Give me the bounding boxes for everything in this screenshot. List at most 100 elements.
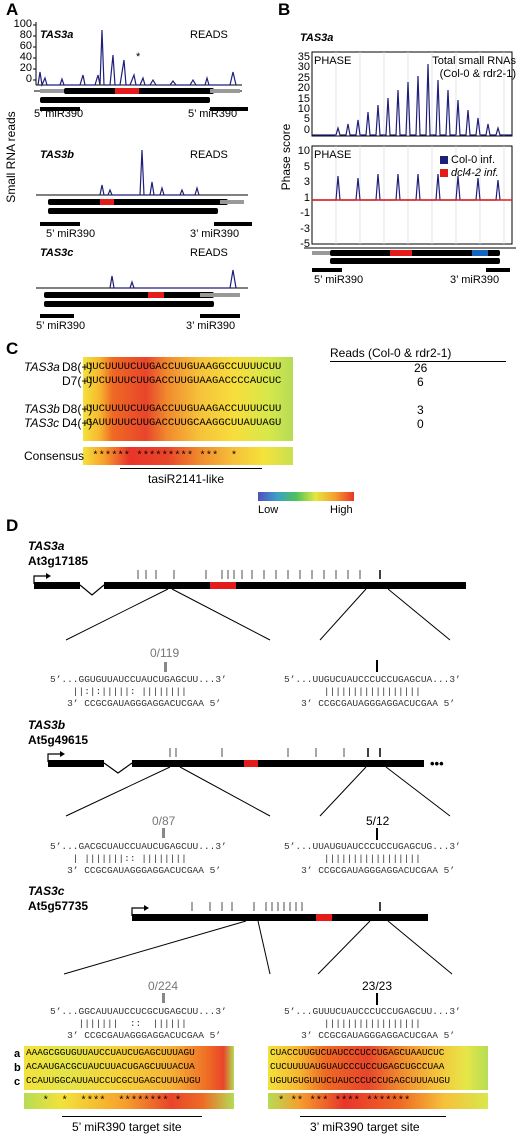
panel-c-reads-0: 26 — [414, 361, 428, 375]
panel-a-plots: * — [33, 22, 252, 318]
panel-c-consensus-stars: ****** ********* *** * — [86, 450, 276, 462]
panel-d-right-site-bar — [300, 1116, 446, 1117]
panel-d-left-arrow-tas3a — [164, 662, 167, 672]
panel-d-left-heat-bg — [24, 1046, 234, 1090]
panel-a-left-site-tas3a: 5’ miR390 — [34, 108, 84, 120]
align-id-c: c — [14, 1076, 21, 1088]
bottom-frame — [311, 145, 513, 245]
tick-60: 60 — [19, 40, 32, 52]
tick-10b: 10 — [297, 145, 310, 157]
panel-d-right-arrow-tas3c — [376, 993, 378, 1005]
panel-d-right-heat-bg — [268, 1046, 488, 1090]
panel-d-left-seq-c: CCAUUGGCAUUAUCCUCGCUGAGCUUUAUGU — [26, 1075, 201, 1086]
gridlines — [335, 52, 505, 244]
panel-c-id-0: D8(+) — [62, 360, 93, 374]
legend-swatch-dcl4 — [440, 169, 448, 177]
panel-a-gene-tas3b: TAS3b — [40, 149, 75, 161]
panel-c-reads-3: 0 — [417, 417, 424, 431]
panel-label-b: B — [278, 0, 291, 19]
panel-d-gene-tas3a: TAS3a — [28, 539, 65, 553]
panel-c-consensus-label: Consensus — [24, 449, 85, 463]
panel-b-title: TAS3a — [300, 32, 334, 44]
panel-d-left-cons-stars: * * **** ******** * — [30, 1095, 182, 1107]
panel-d-left-bot-tas3a: 3’ CCGCGAUAGGGAGGACUCGAA 5’ — [50, 698, 222, 709]
panel-d-right-arrow-tas3a — [376, 660, 378, 672]
align-id-b: b — [14, 1062, 21, 1074]
panel-c-id-3: D4(+) — [62, 416, 93, 430]
tick-80: 80 — [19, 29, 32, 41]
panel-d-left-mid-tas3a: ||:|:|||||: |||||||| — [50, 686, 187, 697]
panel-d-right-cons-stars: * ** *** **** ******* — [278, 1095, 417, 1107]
panel-d-left-count-tas3b: 0/87 — [152, 814, 176, 828]
tick-20: 20 — [297, 82, 310, 95]
panel-d-align-ids: a b c — [14, 1047, 21, 1089]
panel-c-gene-tas3b: TAS3b — [24, 402, 60, 416]
panel-c-seq-3: GAUUUUUCUUGACCUUGCAAGGCUUAUUAGU — [86, 417, 282, 429]
panel-c-scale-high: High — [330, 504, 353, 516]
panel-d-right-seq-b: CUCUUUUAUGUAUCCCUCCUGAGCUGCCUAA — [270, 1061, 445, 1072]
panel-b-right-site: 3’ miR390 — [450, 274, 500, 286]
panel-d-left-site-label: 5’ miR390 target site — [72, 1120, 182, 1134]
tick-25: 25 — [297, 71, 310, 84]
tick-5b: 5 — [303, 160, 310, 173]
tick-20: 20 — [19, 62, 32, 74]
panel-d-right-top-tas3c: 5’...GUUUCUAUCCCUCCUGAGCUU...3’ — [284, 1006, 461, 1017]
panel-c-id-2: D8(+) — [62, 402, 93, 416]
panel-c-color-scale — [258, 492, 354, 501]
tick-10: 10 — [297, 103, 310, 116]
panel-a-right-site-tas3a: 5’ miR390 — [188, 108, 238, 120]
panel-label-c: C — [6, 339, 19, 358]
panel-b-plots — [304, 51, 516, 272]
panel-d-right-count-tas3b: 5/12 — [366, 814, 390, 828]
panel-b-phase-bottom: PHASE — [314, 149, 352, 161]
panel-d-right-count-tas3c: 23/23 — [362, 979, 393, 993]
panel-d-locus-tas3c: At5g57735 — [28, 899, 89, 913]
panel-b-top-ticks: 35 30 25 20 15 10 5 0 — [292, 51, 310, 136]
panel-d-gene-tas3c: TAS3c — [28, 884, 65, 898]
tick-30: 30 — [297, 61, 310, 74]
panel-b-total-line2: (Col-0 & rdr2-1) — [439, 68, 516, 80]
panel-c-id-1: D7(+) — [62, 374, 93, 388]
tick-40: 40 — [19, 51, 32, 63]
panel-d-right-mid-tas3b: ||||||||||||||||| — [284, 853, 421, 864]
panel-d-right-seq-a: CUACCUUGUCUAUCCCUCCUGAGCUAAUCUC — [270, 1047, 445, 1058]
align-id-a: a — [14, 1048, 21, 1060]
reads-trace-tas3b — [99, 149, 200, 196]
panel-b-bottom-ticks: 10 5 3 1 -1 -3 -5 — [292, 144, 310, 253]
panel-d-right-site-label: 3’ miR390 target site — [310, 1120, 420, 1134]
panel-d-right-bot-tas3a: 3’ CCGCGAUAGGGAGGACUCGAA 5’ — [284, 698, 456, 709]
panel-b-left-site: 5’ miR390 — [314, 274, 364, 286]
panel-d-locus-tas3b: At5g49615 — [28, 733, 89, 747]
panel-d-right-cons-bg — [268, 1093, 488, 1109]
gene-model-tas3a — [34, 88, 248, 111]
panel-d-left-seq-a: AAAGCGGUGUUAUCCUAUCUGAGCUUUAGU — [26, 1047, 195, 1058]
panel-c-consensus-bg — [83, 447, 293, 465]
tick-0: 0 — [303, 123, 310, 136]
panel-c-seq-2: UUCUUUUCUUGACCUUGUAAGACCUUUUCUU — [86, 403, 282, 415]
panel-d-left-cons-bg — [24, 1093, 234, 1109]
panel-a-right-site-tas3c: 3’ miR390 — [186, 320, 236, 332]
panel-d-left-count-tas3a: 0/119 — [150, 646, 180, 660]
panel-d-left-count-tas3c: 0/224 — [148, 979, 179, 993]
svg-text:•••: ••• — [430, 756, 444, 771]
panel-c-heat-bg — [83, 357, 293, 441]
panel-d-left-bot-tas3b: 3’ CCGCGAUAGGGAGGACUCGAA 5’ — [50, 865, 222, 876]
panel-d-left-site-bar — [62, 1116, 202, 1117]
tick-m3b: -3 — [300, 222, 310, 235]
panel-a-yaxis-ticks: 100 80 60 40 20 0 — [10, 19, 32, 85]
panel-b-legend-col0: Col-0 inf. — [451, 154, 496, 166]
panel-d-model-tas3a — [33, 570, 466, 641]
panel-a-right-site-tas3b: 3’ miR390 — [190, 228, 240, 240]
panel-d-right-mid-tas3a: ||||||||||||||||| — [284, 686, 421, 697]
phase-trace-total — [312, 63, 512, 136]
legend-swatch-col0 — [440, 156, 448, 164]
tick-100: 100 — [13, 18, 32, 30]
panel-a-reads-tas3b: READS — [190, 149, 228, 161]
panel-c-gene-tas3c: TAS3c — [24, 416, 60, 430]
panel-d-gene-tas3b: TAS3b — [28, 718, 66, 732]
panel-a-gene-tas3a: TAS3a — [40, 29, 74, 41]
panel-d-left-arrow-tas3b — [162, 828, 165, 838]
panel-d-locus-tas3a: At3g17185 — [28, 554, 89, 568]
panel-d-right-mid-tas3c: ||||||||||||||||| — [284, 1018, 421, 1029]
panel-c-reads-2: 3 — [417, 403, 424, 417]
